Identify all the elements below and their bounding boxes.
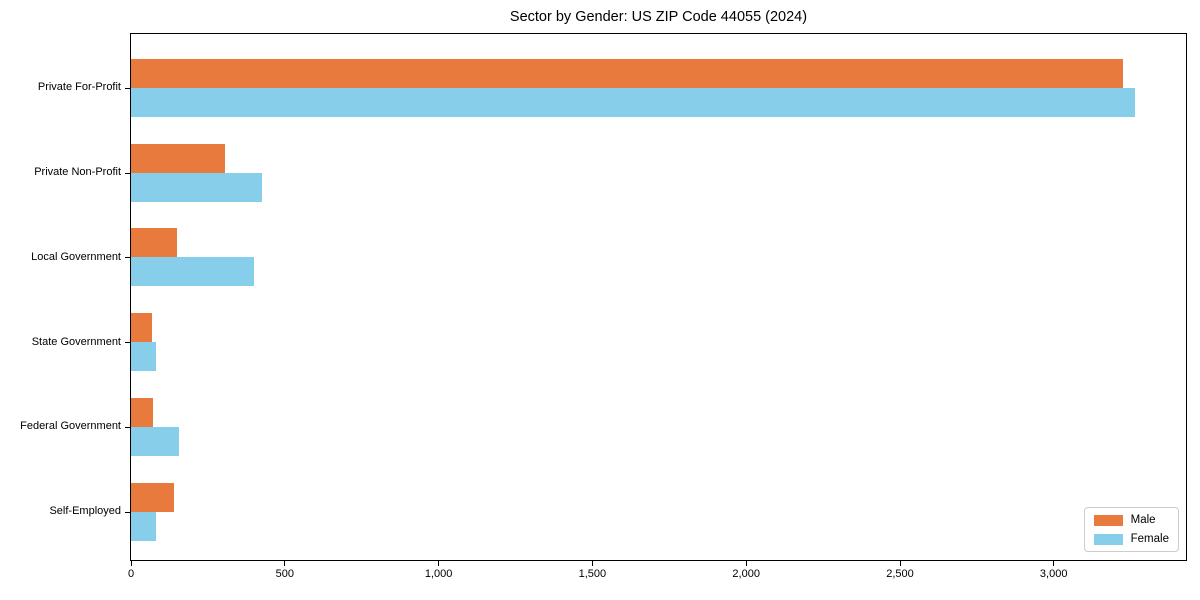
x-tick-mark bbox=[130, 561, 132, 566]
x-tick-mark bbox=[284, 561, 286, 566]
legend-swatch-female-icon bbox=[1093, 533, 1123, 545]
x-tick-label: 2,500 bbox=[886, 568, 914, 580]
y-axis-label-private-non-profit: Private Non-Profit bbox=[34, 166, 121, 178]
x-tick-mark bbox=[438, 561, 440, 566]
bar-male-state-government bbox=[131, 313, 152, 342]
bar-female-state-government bbox=[131, 342, 156, 371]
bar-female-local-government bbox=[131, 257, 254, 287]
y-axis-label-private-for-profit: Private For-Profit bbox=[37, 81, 121, 94]
legend-item-male: Male bbox=[1093, 514, 1169, 526]
y-axis-label-self-employed: Self-Employed bbox=[49, 505, 121, 517]
y-tick-mark bbox=[125, 257, 130, 259]
y-tick-mark bbox=[125, 172, 130, 174]
y-tick-mark bbox=[125, 342, 130, 343]
bar-male-local-government bbox=[131, 228, 178, 258]
bar-female-federal-government bbox=[131, 426, 179, 456]
x-tick-mark bbox=[1053, 561, 1055, 566]
legend-label-female: Female bbox=[1130, 533, 1169, 545]
y-tick-mark bbox=[125, 426, 130, 428]
chart-title: Sector by Gender: US ZIP Code 44055 (202… bbox=[509, 9, 808, 25]
y-axis-label-federal-government: Federal Government bbox=[20, 420, 121, 433]
x-tick-mark bbox=[899, 561, 901, 566]
bar-female-private-for-profit bbox=[131, 87, 1136, 117]
x-tick-label: 2,000 bbox=[732, 568, 760, 580]
x-tick-mark bbox=[591, 561, 593, 566]
legend-item-female: Female bbox=[1093, 533, 1169, 545]
x-tick-label: 1,500 bbox=[578, 568, 607, 580]
bar-male-federal-government bbox=[131, 397, 153, 427]
legend: Male Female bbox=[1083, 507, 1179, 552]
y-axis-label-state-government: State Government bbox=[31, 335, 121, 348]
bar-male-private-non-profit bbox=[131, 143, 225, 173]
legend-swatch-male-icon bbox=[1093, 514, 1123, 526]
x-tick-mark bbox=[745, 561, 747, 566]
y-axis-label-local-government: Local Government bbox=[31, 250, 121, 263]
legend-label-male: Male bbox=[1130, 514, 1156, 526]
plot-area: Male Female Private For-Profit Private No… bbox=[20, 33, 1187, 580]
bar-male-self-employed bbox=[131, 482, 175, 512]
x-tick-label: 1,000 bbox=[424, 568, 453, 580]
bar-female-private-non-profit bbox=[131, 172, 262, 202]
y-tick-mark bbox=[125, 87, 130, 89]
x-tick-label: 500 bbox=[275, 568, 294, 580]
bar-male-private-for-profit bbox=[131, 58, 1123, 88]
bar-female-self-employed bbox=[131, 511, 157, 541]
y-tick-mark bbox=[125, 511, 130, 513]
x-tick-label: 0 bbox=[127, 568, 135, 580]
x-tick-label: 3,000 bbox=[1039, 568, 1068, 580]
